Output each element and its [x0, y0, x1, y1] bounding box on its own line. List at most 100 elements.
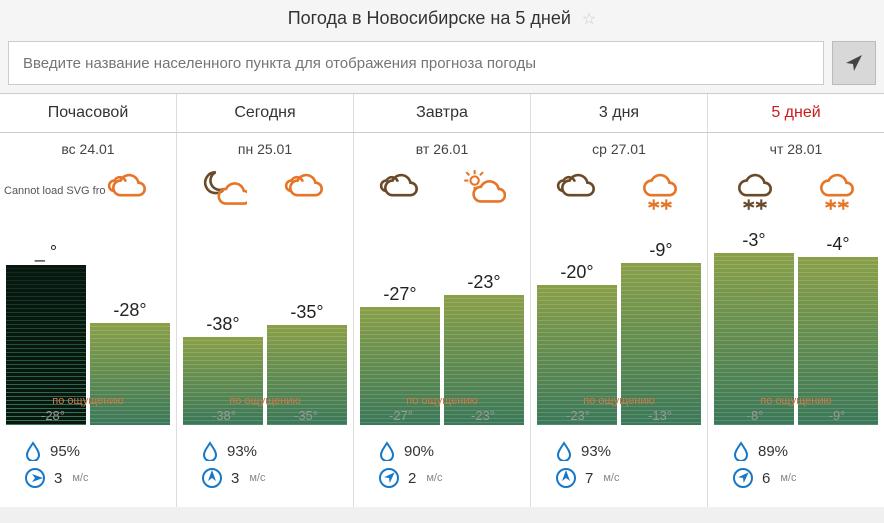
day-date: вс 24.01: [6, 141, 170, 157]
temp-chart: -3° -4° по ощущению -8°-9°: [714, 225, 878, 425]
humidity-line: 93%: [555, 441, 701, 461]
tab-hourly[interactable]: Почасовой: [0, 94, 177, 132]
humidity-value: 93%: [581, 443, 611, 460]
wind-dir-icon: [378, 467, 400, 489]
wind-line: 3 м/с: [201, 467, 347, 489]
forecast-day: вс 24.01 Cannot load SVG fro _ ° -28° по…: [0, 133, 177, 507]
range-tabs: Почасовой Сегодня Завтра 3 дня 5 дней: [0, 93, 884, 133]
day-date: ср 27.01: [537, 141, 701, 157]
day-date: вт 26.01: [360, 141, 524, 157]
forecast-day: пн 25.01 -38° -35° по ощущению -38°-35° …: [177, 133, 354, 507]
night-temp: -27°: [360, 284, 440, 305]
cloud-orange-icon: [283, 168, 329, 214]
search-row: [0, 37, 884, 93]
favorite-star-icon[interactable]: ☆: [582, 11, 596, 28]
wind-value: 7: [585, 470, 593, 487]
feels-like-label: по ощущению: [6, 395, 170, 407]
day-stats: 90% 2 м/с: [360, 425, 524, 489]
drop-icon: [201, 441, 219, 461]
weather-widget: Погода в Новосибирске на 5 дней ☆ Почасо…: [0, 0, 884, 507]
feels-like-label: по ощущению: [360, 395, 524, 407]
weather-icon-row: [537, 165, 701, 217]
humidity-line: 93%: [201, 441, 347, 461]
page-title-row: Погода в Новосибирске на 5 дней ☆: [0, 0, 884, 37]
tab-tomorrow[interactable]: Завтра: [354, 94, 531, 132]
weather-icon-row: [183, 165, 347, 217]
feels-like-values: -23°-13°: [537, 408, 701, 423]
day-stats: 89% 6м/с: [714, 425, 878, 489]
wind-value: 3: [231, 470, 239, 487]
day-temp: -23°: [444, 272, 524, 293]
feels-like-label: по ощущению: [183, 395, 347, 407]
cloud-orange-icon: [106, 168, 152, 214]
day-stats: 93% 3 м/с: [183, 425, 347, 489]
forecast-day: чт 28.01 -3° -4° по ощущению -8°-9° 89%: [708, 133, 884, 507]
temp-chart: -20° -9° по ощущению -23°-13°: [537, 225, 701, 425]
drop-icon: [24, 441, 42, 461]
wind-unit: м/с: [426, 472, 442, 484]
cloud-snow-orange-icon: [637, 168, 683, 214]
wind-dir-icon: [555, 467, 577, 489]
cloud-brown-icon: [378, 168, 424, 214]
tab-today[interactable]: Сегодня: [177, 94, 354, 132]
wind-unit: м/с: [72, 472, 88, 484]
day-temp: -28°: [90, 300, 170, 321]
day-temp: -9°: [621, 240, 701, 261]
forecast-day: ср 27.01 -20° -9° по ощущению -23°-13° 9…: [531, 133, 708, 507]
day-stats: 93% 7 м/с: [537, 425, 701, 489]
wind-unit: м/с: [603, 472, 619, 484]
wind-value: 3: [54, 470, 62, 487]
temp-chart: _ ° -28° по ощущению -28°: [6, 225, 170, 425]
feels-like-values: -27°-23°: [360, 408, 524, 423]
drop-icon: [555, 441, 573, 461]
location-arrow-icon: [844, 53, 864, 73]
humidity-value: 89%: [758, 443, 788, 460]
feels-like-label: по ощущению: [537, 395, 701, 407]
temp-chart: -38° -35° по ощущению -38°-35°: [183, 225, 347, 425]
geolocate-button[interactable]: [832, 41, 876, 85]
wind-dir-icon: [201, 467, 223, 489]
night-temp: _ °: [6, 242, 86, 263]
feels-like-values: -8°-9°: [714, 408, 878, 423]
day-date: чт 28.01: [714, 141, 878, 157]
forecast-day: вт 26.01 -27° -23° по ощущению -27°-23° …: [354, 133, 531, 507]
night-temp: -3°: [714, 230, 794, 251]
svg-error-text: Cannot load SVG fro: [4, 185, 106, 197]
feels-like-values: -28°: [6, 408, 170, 423]
day-date: пн 25.01: [183, 141, 347, 157]
humidity-line: 95%: [24, 441, 170, 461]
cloud-brown-icon: [555, 168, 601, 214]
day-temp: -35°: [267, 302, 347, 323]
weather-icon-row: [360, 165, 524, 217]
wind-dir-icon: [24, 467, 46, 489]
cloud-snow-orange-icon: [814, 168, 860, 214]
humidity-line: 89%: [732, 441, 878, 461]
humidity-line: 90%: [378, 441, 524, 461]
location-search-input[interactable]: [8, 41, 824, 85]
wind-value: 2: [408, 470, 416, 487]
day-stats: 95% 3 м/с: [6, 425, 170, 489]
wind-unit: м/с: [249, 472, 265, 484]
drop-icon: [732, 441, 750, 461]
wind-line: 2 м/с: [378, 467, 524, 489]
forecast-days: вс 24.01 Cannot load SVG fro _ ° -28° по…: [0, 133, 884, 507]
weather-icon-row: [714, 165, 878, 217]
temp-chart: -27° -23° по ощущению -27°-23°: [360, 225, 524, 425]
feels-like-values: -38°-35°: [183, 408, 347, 423]
moon-cloud-icon: [201, 168, 247, 214]
night-temp: -38°: [183, 314, 263, 335]
night-temp: -20°: [537, 262, 617, 283]
humidity-value: 90%: [404, 443, 434, 460]
drop-icon: [378, 441, 396, 461]
wind-dir-icon: [732, 467, 754, 489]
day-temp: -4°: [798, 234, 878, 255]
cloud-snow-brown-icon: [732, 168, 778, 214]
wind-line: 7 м/с: [555, 467, 701, 489]
humidity-value: 93%: [227, 443, 257, 460]
weather-icon-row: Cannot load SVG fro: [6, 165, 170, 217]
humidity-value: 95%: [50, 443, 80, 460]
tab-5days[interactable]: 5 дней: [708, 94, 884, 132]
wind-line: 6м/с: [732, 467, 878, 489]
tab-3days[interactable]: 3 дня: [531, 94, 708, 132]
feels-like-label: по ощущению: [714, 395, 878, 407]
